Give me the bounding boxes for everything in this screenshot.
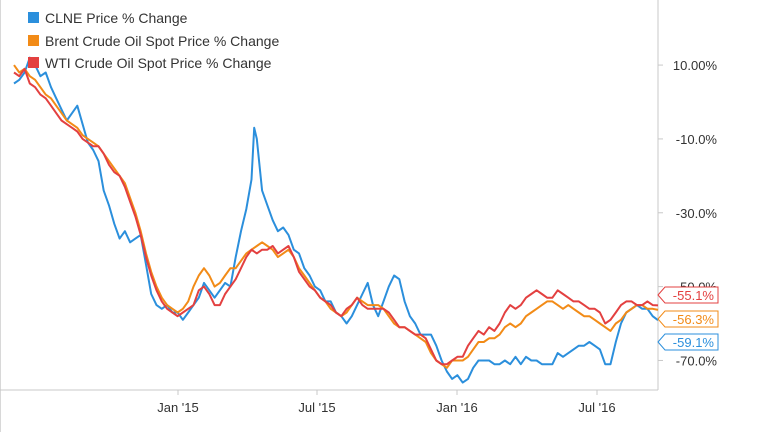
end-labels: -59.1% -56.3% -55.1% [657, 286, 719, 351]
legend-item-brent-crude-oil-spot-price-change[interactable]: Brent Crude Oil Spot Price % Change [28, 33, 279, 49]
y-tick-label: -10.0% [676, 132, 718, 147]
legend[interactable]: CLNE Price % Change Brent Crude Oil Spot … [28, 10, 279, 71]
x-tick-label: Jul '16 [578, 400, 615, 415]
end-label-value: -55.1% [673, 288, 715, 303]
end-label-box [657, 333, 719, 351]
x-axis: Jan '15 Jul '15 Jan '16 Jul '16 [157, 390, 616, 415]
legend-swatch [28, 57, 39, 68]
legend-swatch [28, 12, 39, 23]
series-line-brent-crude-oil-spot-price-change [13, 64, 659, 369]
y-tick-label: -30.0% [676, 206, 718, 221]
y-tick-label: 10.00% [673, 58, 718, 73]
x-tick-label: Jul '15 [298, 400, 335, 415]
end-label-brent-crude-oil-spot-price-change: -56.3% [657, 310, 719, 328]
end-label-box [657, 286, 719, 304]
legend-item-clne-price-change[interactable]: CLNE Price % Change [28, 10, 188, 26]
legend-item-wti-crude-oil-spot-price-change[interactable]: WTI Crude Oil Spot Price % Change [28, 55, 272, 71]
legend-label: Brent Crude Oil Spot Price % Change [45, 33, 279, 49]
x-tick-label: Jan '15 [157, 400, 199, 415]
series-layer [13, 56, 659, 384]
end-label-value: -59.1% [673, 335, 715, 350]
end-label-box [657, 310, 719, 328]
legend-label: CLNE Price % Change [45, 10, 188, 26]
end-label-value: -56.3% [673, 312, 715, 327]
series-line-wti-crude-oil-spot-price-change [13, 67, 659, 366]
legend-swatch [28, 35, 39, 46]
x-tick-label: Jan '16 [436, 400, 478, 415]
end-label-wti-crude-oil-spot-price-change: -55.1% [657, 286, 719, 304]
end-label-clne-price-change: -59.1% [657, 333, 719, 351]
series-line-clne-price-change [13, 56, 659, 384]
y-tick-label: -70.0% [676, 353, 718, 368]
legend-label: WTI Crude Oil Spot Price % Change [45, 55, 272, 71]
